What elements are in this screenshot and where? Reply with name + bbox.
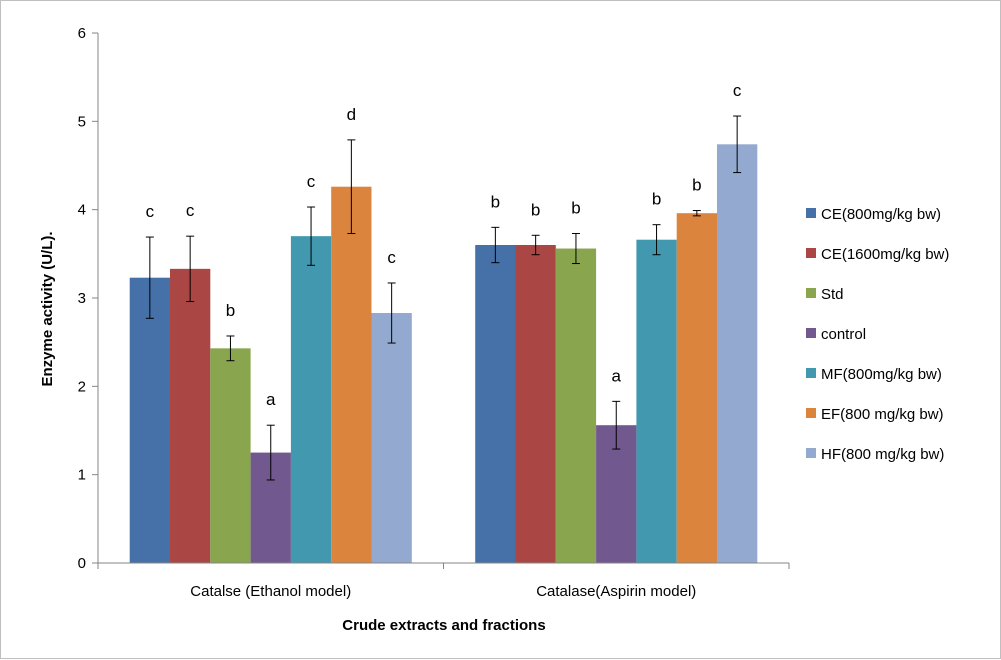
bars: c b c b b b a a c b d b c c xyxy=(129,81,758,564)
legend-swatch xyxy=(806,248,816,258)
legend-swatch xyxy=(806,368,816,378)
bar xyxy=(290,236,332,563)
bar xyxy=(129,277,170,563)
bar xyxy=(515,245,556,563)
bar xyxy=(475,245,516,563)
legend-swatch xyxy=(806,448,816,458)
legend-entry-label: HF(800 mg/kg bw) xyxy=(821,446,944,463)
x-axis-title: Crude extracts and fractions xyxy=(342,617,545,634)
bar xyxy=(331,186,372,563)
y-tick-label: 5 xyxy=(78,113,86,130)
bar xyxy=(371,313,412,563)
significance-label: c xyxy=(733,81,742,100)
significance-label: b xyxy=(652,190,661,209)
y-tick-label: 3 xyxy=(78,290,86,307)
x-category-label: Catalse (Ethanol model) xyxy=(190,583,351,600)
y-axis: 0 1 2 3 4 5 6 xyxy=(78,25,99,572)
legend-entry-label: Std xyxy=(821,286,844,303)
bar xyxy=(210,348,251,563)
significance-label: b xyxy=(531,200,540,219)
x-axis: Catalse (Ethanol model) Catalase(Aspirin … xyxy=(97,562,790,600)
y-tick-label: 0 xyxy=(78,555,86,572)
y-tick-label: 4 xyxy=(78,202,86,219)
significance-label: b xyxy=(491,192,500,211)
legend: CE(800mg/kg bw) CE(1600mg/kg bw) Std contro… xyxy=(806,206,949,463)
legend-swatch xyxy=(806,208,816,218)
legend-entry-label: EF(800 mg/kg bw) xyxy=(821,406,944,423)
y-tick-label: 6 xyxy=(78,25,86,42)
y-tick-label: 1 xyxy=(78,467,86,484)
bar xyxy=(717,144,758,564)
significance-label: c xyxy=(186,201,195,220)
significance-label: b xyxy=(571,199,580,218)
legend-swatch xyxy=(806,408,816,418)
significance-label: a xyxy=(612,366,622,385)
legend-entry-label: CE(1600mg/kg bw) xyxy=(821,246,949,263)
bar xyxy=(555,248,597,564)
legend-swatch xyxy=(806,288,816,298)
significance-label: c xyxy=(307,172,316,191)
bar xyxy=(676,213,717,563)
legend-entry-label: control xyxy=(821,326,866,343)
legend-entry-label: CE(800mg/kg bw) xyxy=(821,206,941,223)
bar xyxy=(170,268,211,563)
significance-label: d xyxy=(347,105,356,124)
bar xyxy=(636,239,677,563)
significance-label: c xyxy=(146,202,155,221)
y-axis-title: Enzyme activity (U/L). xyxy=(39,231,56,386)
x-category-label: Catalase(Aspirin model) xyxy=(536,583,696,600)
legend-entry-label: MF(800mg/kg bw) xyxy=(821,366,942,383)
significance-label: a xyxy=(266,390,276,409)
y-tick-label: 2 xyxy=(78,378,86,395)
significance-label: c xyxy=(387,248,396,267)
legend-swatch xyxy=(806,328,816,338)
significance-label: b xyxy=(692,176,701,195)
significance-label: b xyxy=(226,301,235,320)
